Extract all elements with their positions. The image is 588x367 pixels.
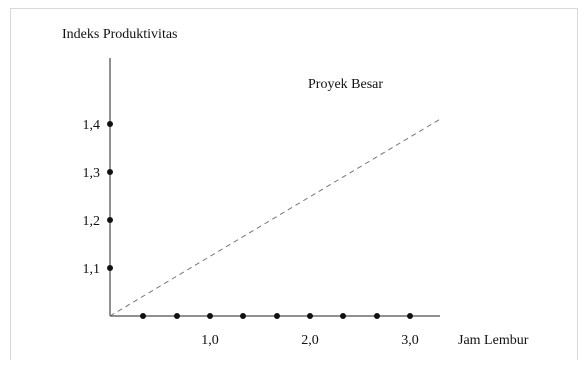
x-tick-label: 2,0 — [301, 333, 319, 348]
x-axis-dot — [374, 313, 380, 319]
x-axis-dot — [207, 313, 213, 319]
y-axis-title: Indeks Produktivitas — [62, 27, 178, 42]
y-tick-label: 1,2 — [83, 214, 101, 229]
chart-frame — [10, 8, 578, 360]
annotation-label: Proyek Besar — [308, 77, 383, 92]
y-axis-dot — [107, 169, 113, 175]
x-axis-dot — [407, 313, 413, 319]
x-tick-label: 3,0 — [401, 333, 419, 348]
x-axis-dot — [174, 313, 180, 319]
x-tick-label: 1,0 — [201, 333, 219, 348]
x-axis-dot — [140, 313, 146, 319]
y-tick-label: 1,1 — [83, 262, 101, 277]
y-axis-dot — [107, 265, 113, 271]
x-axis-title: Jam Lembur — [458, 333, 529, 348]
y-axis-dot — [107, 121, 113, 127]
x-axis-dot — [340, 313, 346, 319]
series-line — [109, 118, 441, 317]
y-tick-label: 1,4 — [83, 118, 101, 133]
y-axis-dot — [107, 217, 113, 223]
x-axis-dot — [274, 313, 280, 319]
x-axis-dot — [240, 313, 246, 319]
x-axis-dot — [307, 313, 313, 319]
y-tick-label: 1,3 — [83, 166, 101, 181]
